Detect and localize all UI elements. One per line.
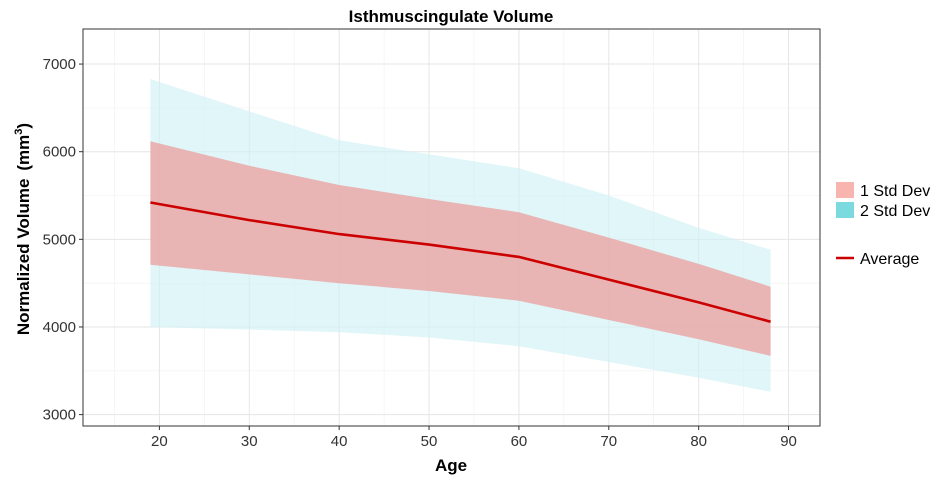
y-tick-label: 3000 xyxy=(43,407,76,424)
average-line xyxy=(150,201,771,323)
y-tick-label: 4000 xyxy=(43,319,76,336)
x-tick-label: 30 xyxy=(241,433,258,450)
x-tick-label: 90 xyxy=(780,433,797,450)
legend-key-1 xyxy=(836,182,854,198)
y-axis-title-unit: (mm xyxy=(14,135,33,171)
x-tick-label: 70 xyxy=(600,433,617,450)
x-tick-label: 40 xyxy=(331,433,348,450)
y-tick-label: 6000 xyxy=(43,144,76,161)
y-tick-label: 7000 xyxy=(43,56,76,73)
legend-label: 2 Std Dev xyxy=(860,203,930,220)
legend-label: 1 Std Dev xyxy=(860,183,930,200)
x-tick-label: 20 xyxy=(151,433,168,450)
y-axis-title-unit-close: ) xyxy=(14,123,33,129)
y-axis-title-main: Normalized Volume xyxy=(14,179,33,336)
plot-border xyxy=(82,28,821,427)
x-tick-label: 50 xyxy=(421,433,438,450)
chart-title: Isthmuscingulate Volume xyxy=(349,7,554,26)
y-axis-ticks: 3000 4000 5000 6000 7000 xyxy=(43,56,83,424)
average-line-group xyxy=(150,201,771,323)
legend-label: Average xyxy=(860,251,919,268)
y-tick-label: 5000 xyxy=(43,231,76,248)
x-axis-ticks: 20 30 40 50 60 70 80 90 xyxy=(151,426,797,450)
x-axis-title: Age xyxy=(435,456,467,475)
legend-key-2 xyxy=(836,202,854,218)
y-axis-title: Normalized Volume (mm3) xyxy=(13,123,33,335)
x-tick-label: 60 xyxy=(511,433,528,450)
y-axis-title-unit-sup: 3 xyxy=(13,129,25,135)
legend: 1 Std Dev 2 Std Dev Average xyxy=(836,182,930,268)
x-tick-label: 80 xyxy=(690,433,707,450)
